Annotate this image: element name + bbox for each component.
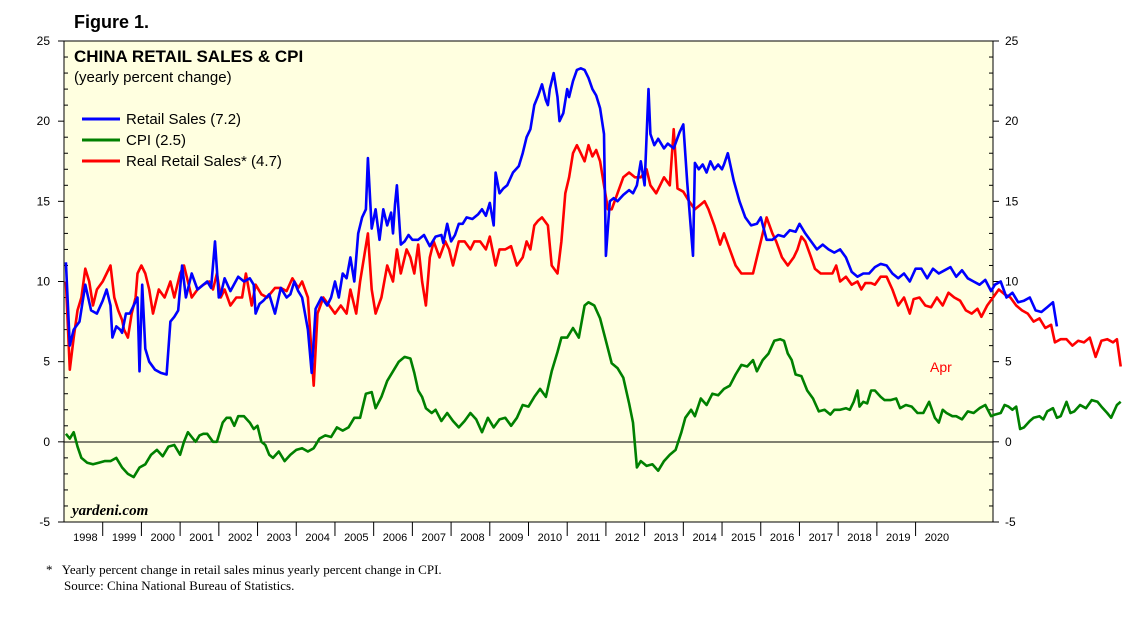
y-tick-label-right: 15 [1005, 194, 1019, 208]
chart-subtitle: (yearly percent change) [74, 69, 232, 86]
chart-title: CHINA RETAIL SALES & CPI [74, 47, 303, 66]
source-text: Source: China National Bureau of Statist… [64, 578, 295, 593]
real-retail-sales-line [64, 127, 1122, 388]
x-axis: 1998 1999 2000 2001 2002 2003 2004 2005 2006 2007… [73, 522, 949, 544]
end-annotation: Apr [930, 359, 952, 375]
x-tick-label: 2002 [228, 532, 252, 544]
y-tick-label-right: 10 [1005, 275, 1019, 289]
x-tick-label: 2017 [809, 532, 833, 544]
y-axis-right: -5 0 5 10 15 20 25 [989, 34, 1019, 529]
y-tick-label-left: 5 [43, 355, 50, 369]
x-tick-label: 2009 [499, 532, 523, 544]
x-tick-label: 1999 [112, 532, 136, 544]
x-tick-label: 2020 [925, 532, 949, 544]
x-tick-label: 2018 [847, 532, 871, 544]
x-tick-label: 2003 [267, 532, 291, 544]
x-tick-label: 2013 [654, 532, 678, 544]
x-tick-label: 2005 [344, 532, 368, 544]
watermark: yardeni.com [70, 503, 148, 519]
legend-label: CPI (2.5) [126, 132, 186, 149]
footnote-text: Yearly percent change in retail sales mi… [61, 562, 442, 577]
x-tick-label: 2015 [731, 532, 755, 544]
y-tick-label-right: -5 [1005, 515, 1016, 529]
y-tick-label-right: 0 [1005, 435, 1012, 449]
x-tick-label: 2006 [383, 532, 407, 544]
y-tick-label-left: 15 [37, 194, 51, 208]
y-tick-label-right: 5 [1005, 355, 1012, 369]
y-tick-label-left: 0 [43, 435, 50, 449]
x-tick-label: 2008 [460, 532, 484, 544]
cpi-line [64, 300, 1122, 479]
y-tick-label-left: 10 [37, 275, 51, 289]
x-tick-label: 2001 [189, 532, 213, 544]
x-tick-label: 2016 [770, 532, 794, 544]
x-tick-label: 2000 [151, 532, 175, 544]
x-tick-label: 1998 [73, 532, 97, 544]
series-layer [64, 67, 1122, 479]
x-tick-label: 2011 [577, 532, 601, 544]
y-tick-label-right: 20 [1005, 114, 1019, 128]
x-tick-label: 2014 [692, 532, 716, 544]
figure-label: Figure 1. [74, 12, 149, 32]
y-tick-label-left: -5 [39, 515, 50, 529]
legend-label: Retail Sales (7.2) [126, 111, 241, 128]
x-tick-label: 2004 [305, 532, 329, 544]
x-tick-label: 2012 [615, 532, 639, 544]
y-tick-label-left: 20 [37, 114, 51, 128]
y-tick-label-left: 25 [37, 34, 51, 48]
retail-sales-line [64, 67, 1059, 376]
x-tick-label: 2019 [886, 532, 910, 544]
footnote-row: * Yearly percent change in retail sales … [46, 562, 442, 578]
y-axis-left: -5 0 5 10 15 20 25 [37, 34, 68, 529]
footnote-marker: * [46, 562, 53, 577]
x-tick-label: 2010 [538, 532, 562, 544]
legend-label: Real Retail Sales* (4.7) [126, 153, 282, 170]
x-tick-label: 2007 [421, 532, 445, 544]
legend: Retail Sales (7.2) CPI (2.5) Real Retail S… [82, 111, 282, 170]
y-tick-label-right: 25 [1005, 34, 1019, 48]
